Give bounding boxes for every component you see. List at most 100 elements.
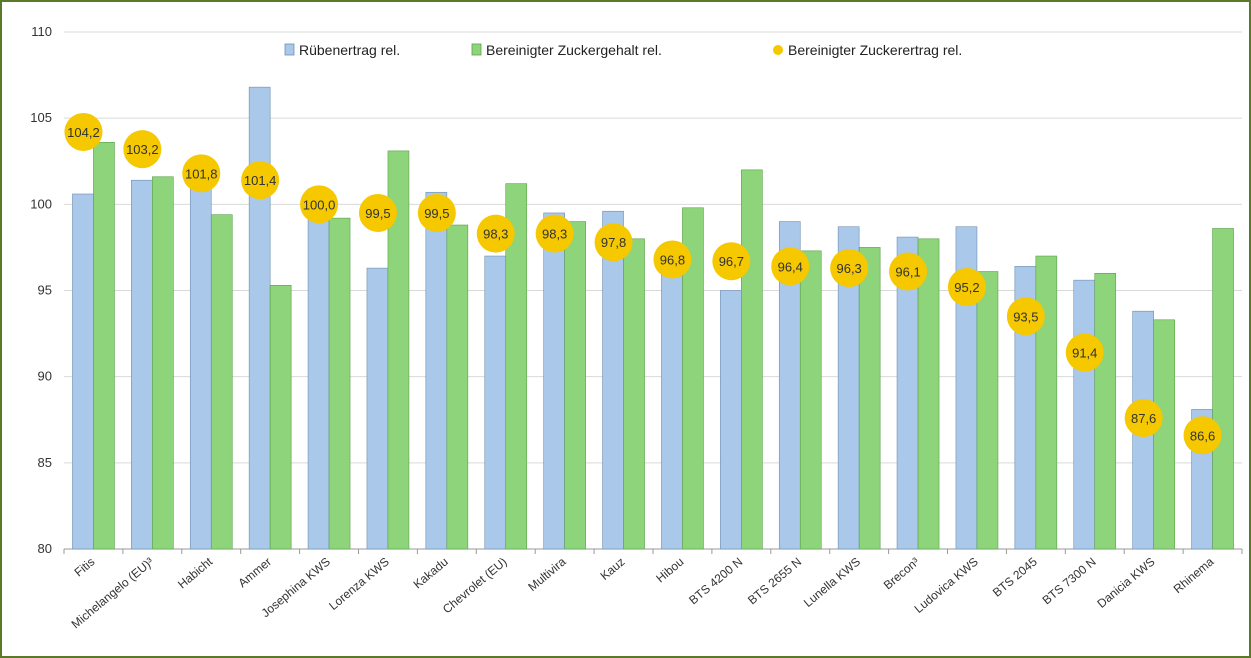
bar — [328, 217, 351, 550]
data-point — [830, 249, 869, 288]
data-point — [476, 214, 515, 253]
data-point — [1124, 399, 1163, 438]
bar — [269, 285, 292, 550]
bar — [741, 169, 763, 550]
legend-label: Bereinigter Zuckergehalt rel. — [486, 42, 662, 58]
bar — [307, 188, 330, 550]
bar — [1212, 228, 1234, 550]
bar — [387, 150, 410, 550]
bar — [189, 173, 212, 550]
legend-label: Rübenertrag rel. — [299, 42, 400, 58]
data-label: 96,7 — [719, 254, 744, 269]
bar — [248, 86, 271, 550]
bar — [1094, 272, 1117, 550]
data-point — [947, 268, 986, 307]
data-label: 100,0 — [303, 197, 336, 212]
y-tick-label: 95 — [38, 283, 52, 298]
data-point — [712, 242, 751, 281]
legend-label: Bereinigter Zuckerertrag rel. — [788, 42, 962, 58]
data-point — [1006, 297, 1045, 336]
x-tick-label: Kauz — [598, 555, 628, 583]
bar — [1073, 279, 1096, 550]
bar — [623, 238, 645, 550]
bar — [446, 224, 469, 550]
x-tick-label: BTS 2655 N — [745, 555, 804, 608]
bar — [564, 221, 586, 550]
bar — [682, 207, 704, 550]
bar — [210, 214, 233, 550]
legend-swatch — [773, 45, 783, 55]
data-label: 101,8 — [185, 166, 218, 181]
data-point — [535, 214, 574, 253]
x-tick-label: Fitis — [72, 555, 98, 580]
data-point — [300, 185, 339, 224]
y-tick-label: 85 — [38, 455, 52, 470]
bar — [799, 250, 822, 550]
bar — [72, 193, 94, 550]
bar — [484, 255, 507, 550]
x-tick-label: Brecon³ — [881, 555, 922, 593]
data-point — [182, 154, 221, 193]
x-tick-label: Ammer — [235, 555, 274, 591]
data-point — [241, 161, 280, 200]
data-label: 104,2 — [67, 125, 100, 140]
data-point — [1065, 333, 1104, 372]
y-tick-label: 90 — [38, 369, 52, 384]
bar — [131, 179, 153, 550]
data-label: 87,6 — [1131, 411, 1156, 426]
bar — [661, 259, 683, 550]
x-tick-label: Lorenza KWS — [326, 555, 392, 613]
data-label: 91,4 — [1072, 346, 1097, 361]
data-label: 96,3 — [836, 261, 861, 276]
data-point — [358, 193, 397, 232]
data-point — [771, 247, 810, 286]
data-label: 98,3 — [542, 227, 567, 242]
data-label: 96,1 — [895, 265, 920, 280]
bars — [72, 86, 1234, 550]
data-label: 101,4 — [244, 173, 277, 188]
x-tick-label: BTS 2045 — [990, 554, 1040, 599]
y-tick-label: 80 — [38, 541, 52, 556]
data-label: 99,5 — [365, 206, 390, 221]
data-label: 95,2 — [954, 280, 979, 295]
x-tick-label: Hibou — [653, 555, 686, 586]
bar — [505, 183, 528, 550]
legend: Rübenertrag rel. Bereinigter Zuckergehalt… — [284, 42, 962, 58]
x-tick-label: Multivira — [525, 554, 568, 594]
y-tick-label: 100 — [30, 196, 52, 211]
y-tick-label: 110 — [31, 24, 52, 39]
data-point — [64, 112, 103, 151]
data-label: 98,3 — [483, 227, 508, 242]
bar — [720, 290, 742, 550]
x-tick-label: Chevrolet (EU) — [440, 555, 510, 617]
bar — [93, 141, 115, 550]
bar — [602, 210, 624, 550]
data-point — [417, 193, 456, 232]
data-point — [1183, 416, 1222, 455]
bar — [976, 271, 999, 550]
data-label: 96,8 — [660, 252, 685, 267]
data-point — [594, 223, 633, 262]
x-tick-label: Lunella KWS — [801, 555, 863, 610]
legend-swatch — [471, 43, 482, 56]
data-label: 97,8 — [601, 235, 626, 250]
bar — [917, 238, 940, 550]
bar — [543, 212, 565, 550]
points: 104,2 103,2 101,8 101,4 100,0 99,5 99,5 98,3 98,… — [64, 112, 1222, 455]
x-tick-label: BTS 4200 N — [686, 555, 745, 608]
x-tick-label: Kakadu — [411, 555, 451, 592]
bar — [152, 176, 174, 550]
bar — [1035, 255, 1058, 550]
data-label: 93,5 — [1013, 309, 1038, 324]
data-label: 99,5 — [424, 206, 449, 221]
data-label: 103,2 — [126, 142, 159, 157]
data-point — [653, 240, 692, 279]
y-axis: 80 85 90 95 100 105 110 — [30, 24, 52, 556]
x-tick-label: Ludovica KWS — [912, 555, 981, 616]
bar — [425, 191, 448, 550]
x-tick-label: Habicht — [175, 554, 216, 591]
gridlines — [64, 31, 1242, 550]
data-label: 96,4 — [778, 259, 803, 274]
